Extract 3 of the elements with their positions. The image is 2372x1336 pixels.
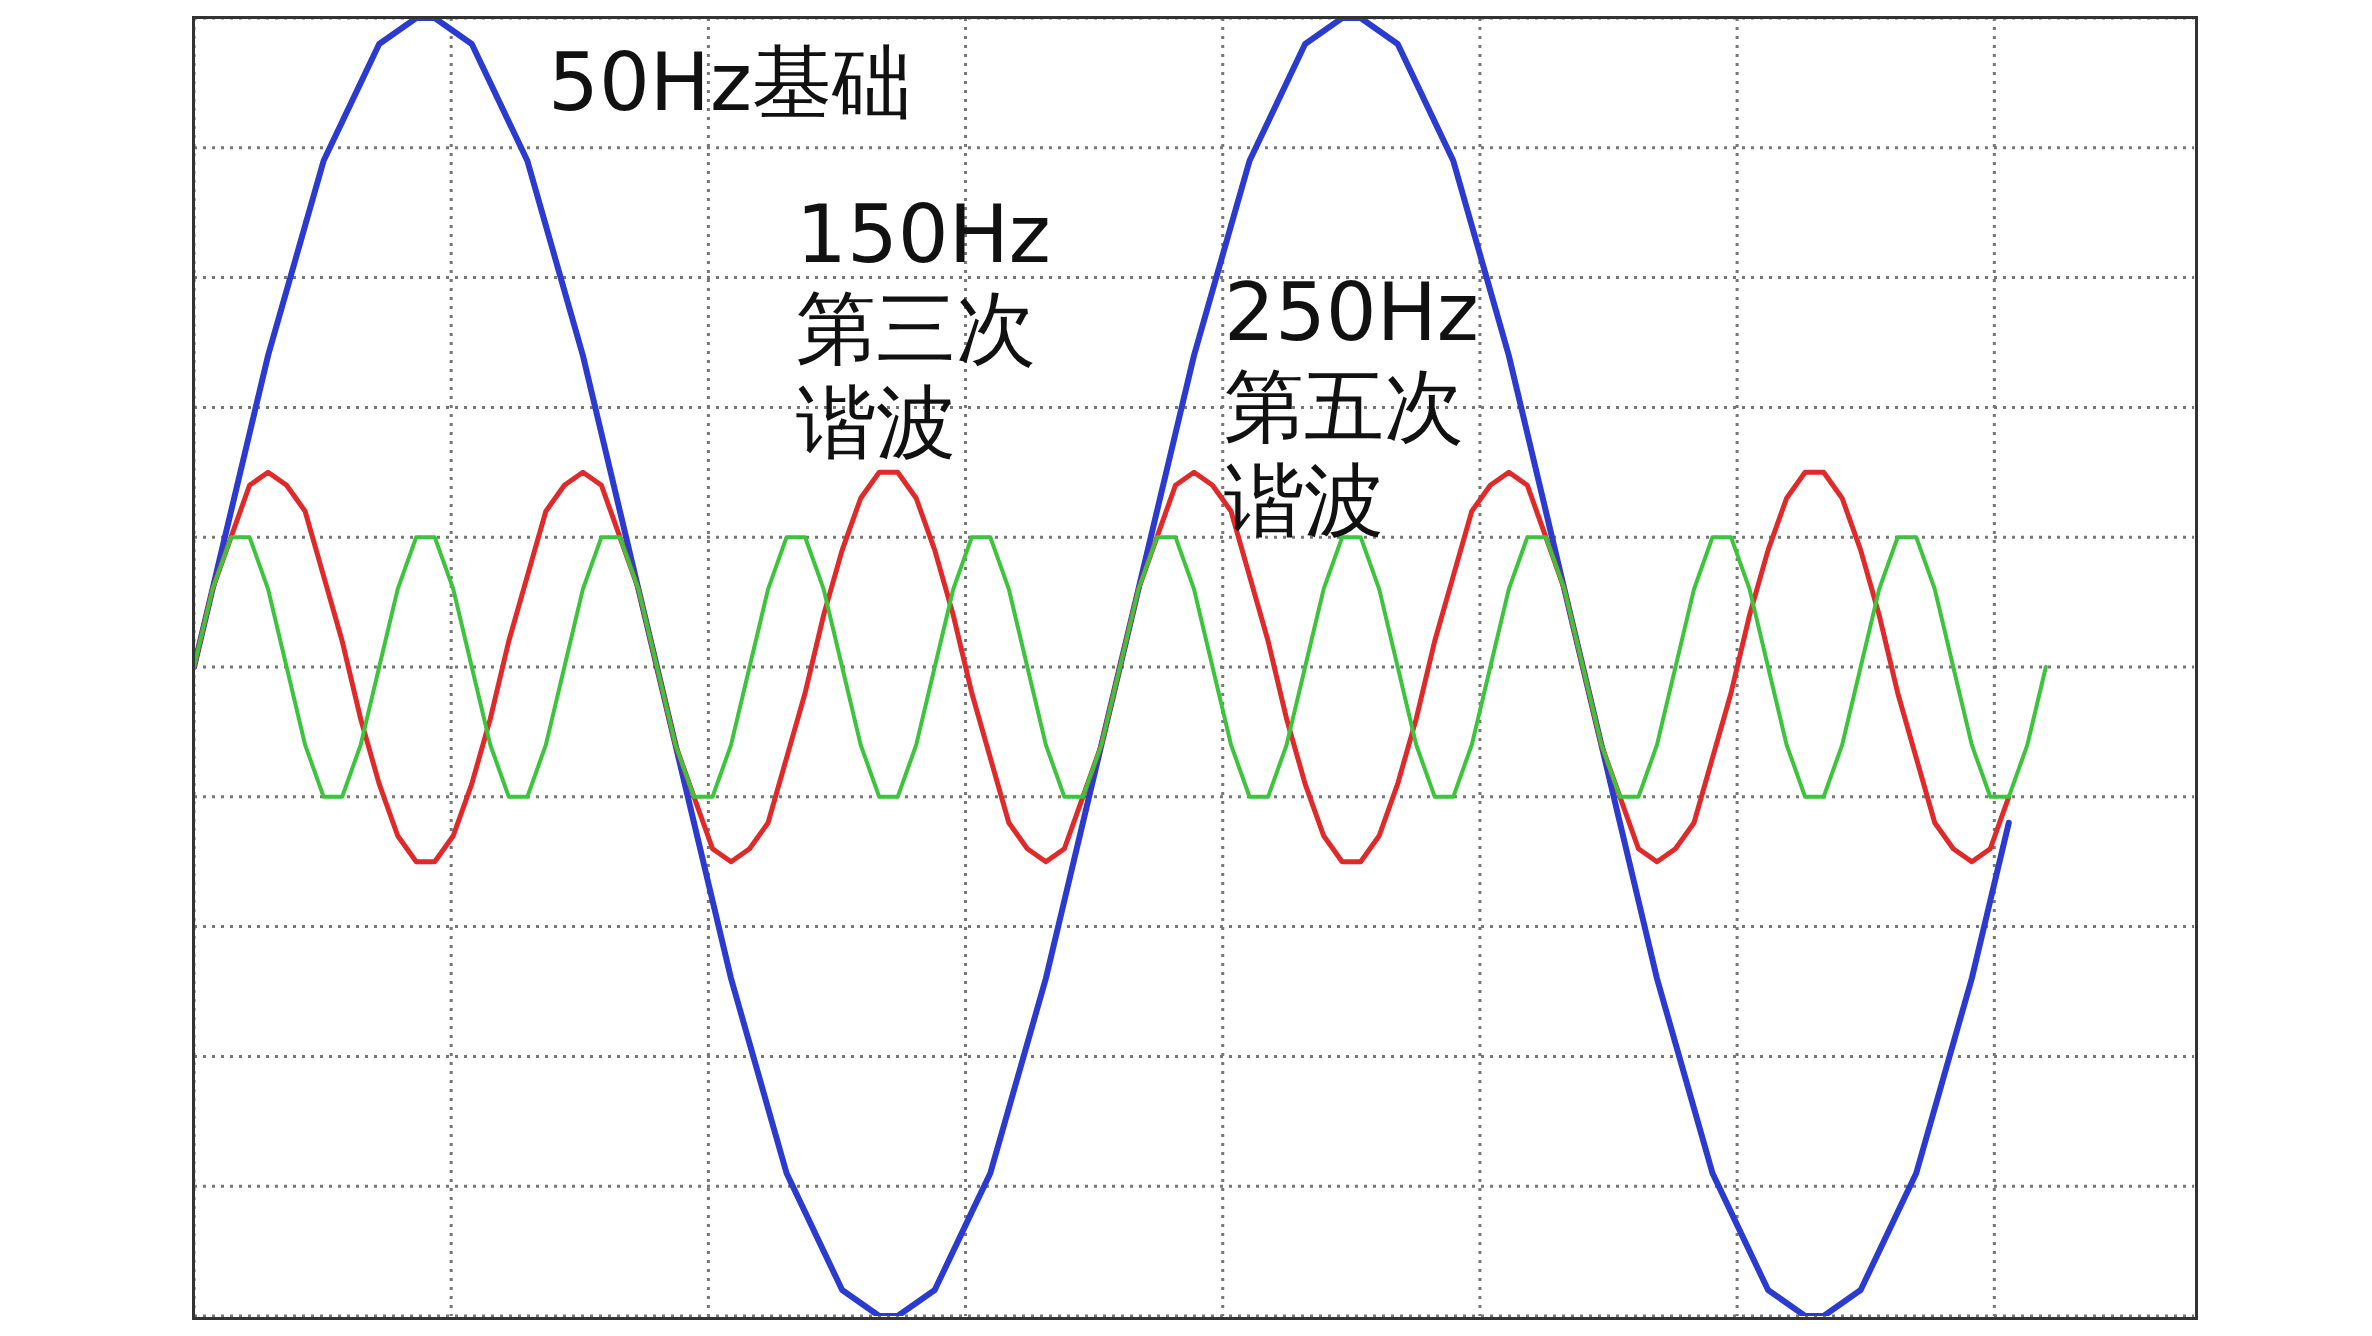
annotation: 250Hz第五次谐波 [1224, 266, 1480, 548]
annotation: 150Hz第三次谐波 [796, 188, 1052, 470]
annotation: 50Hz基础 [548, 36, 912, 130]
